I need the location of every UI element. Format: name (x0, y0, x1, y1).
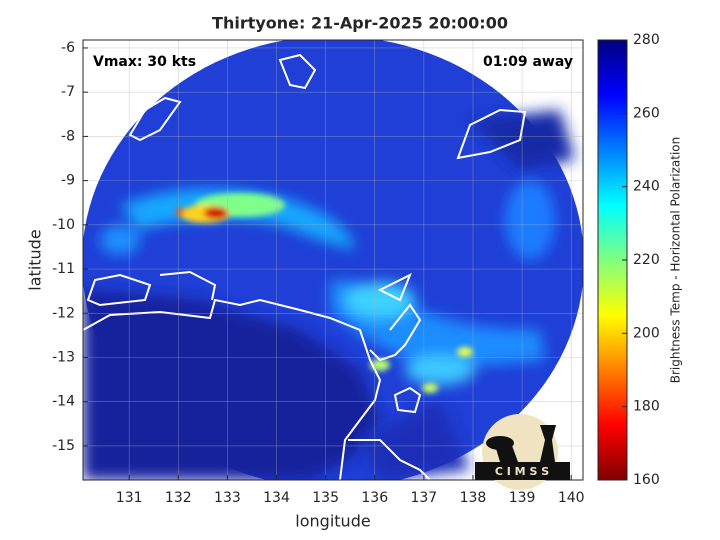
y-tick-label: -6 (61, 40, 75, 56)
chart-title: Thirtyone: 21-Apr-2025 20:00:00 (212, 14, 508, 33)
x-tick-label: 136 (361, 490, 388, 506)
x-tick-label: 133 (214, 490, 241, 506)
y-tick-label: -12 (52, 305, 75, 321)
y-tick-label: -15 (52, 438, 75, 454)
y-tick-label: -14 (52, 394, 75, 410)
x-tick-label: 138 (460, 490, 487, 506)
y-tick-label: -8 (61, 128, 75, 144)
time-annotation: 01:09 away (483, 54, 573, 70)
hot-spots (176, 193, 473, 393)
x-tick-label: 135 (312, 490, 339, 506)
x-axis-label: longitude (295, 512, 370, 531)
land-ne (470, 110, 575, 170)
land-east (360, 400, 470, 480)
colorbar-tick-label: 280 (633, 32, 660, 48)
coastlines (83, 53, 527, 480)
x-tick-label: 139 (509, 490, 536, 506)
colorbar-tick-label: 240 (633, 179, 660, 195)
colorbar-tick-label: 200 (633, 325, 660, 341)
x-tick-label: 131 (116, 490, 143, 506)
colorbar-tick-label: 260 (633, 105, 660, 121)
cold-land (83, 290, 380, 480)
swath (83, 40, 583, 480)
vmax-annotation: Vmax: 30 kts (93, 54, 196, 70)
y-tick-label: -7 (61, 84, 75, 100)
x-tick-label: 132 (165, 490, 192, 506)
x-tick-label: 137 (410, 490, 437, 506)
y-tick-label: -10 (52, 217, 75, 233)
y-tick-label: -13 (52, 350, 75, 366)
x-tick-label: 140 (558, 490, 585, 506)
x-tick-label: 134 (263, 490, 290, 506)
y-tick-label: -9 (61, 173, 75, 189)
axes-frame (82, 39, 584, 481)
logo: C I M S S (475, 414, 570, 490)
y-axis-label: latitude (26, 229, 45, 290)
colorbar-label: Brightness Temp - Horizontal Polarizatio… (669, 137, 683, 384)
colorbar-tick-label: 160 (633, 472, 660, 488)
colorbar-tick-label: 180 (633, 399, 660, 415)
logo-text: C I M S S (495, 465, 549, 478)
y-tick-label: -11 (52, 261, 75, 277)
warm-band (100, 180, 555, 385)
colorbar-tick-label: 220 (633, 252, 660, 268)
